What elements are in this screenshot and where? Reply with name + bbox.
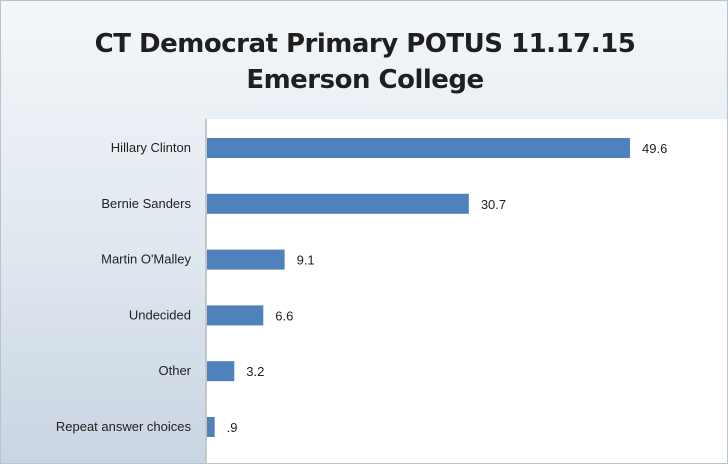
value-label-1: 30.7 [481,197,506,212]
plot-area [205,119,727,463]
bar-3 [207,305,264,326]
category-label-4: Other [158,363,191,378]
category-label-2: Martin O'Malley [101,252,191,267]
value-label-5: .9 [227,420,238,435]
value-label-4: 3.2 [246,364,264,379]
value-label-2: 9.1 [297,253,315,268]
category-label-5: Repeat answer choices [56,419,192,434]
value-label-3: 6.6 [275,308,293,323]
category-label-3: Undecided [129,307,191,322]
bars-group: Hillary Clinton 49.6 Bernie Sanders 30.7 Mar… [56,138,667,437]
chart-title-line-2: Emerson College [246,65,484,95]
bar-5 [207,417,215,437]
category-label-0: Hillary Clinton [111,140,191,155]
category-label-1: Bernie Sanders [101,196,191,211]
bar-4 [207,361,235,382]
bar-0 [207,138,630,158]
value-label-0: 49.6 [642,141,667,156]
bar-1 [207,193,469,214]
bar-2 [207,249,285,270]
chart-title-line-1: CT Democrat Primary POTUS 11.17.15 [94,29,636,59]
